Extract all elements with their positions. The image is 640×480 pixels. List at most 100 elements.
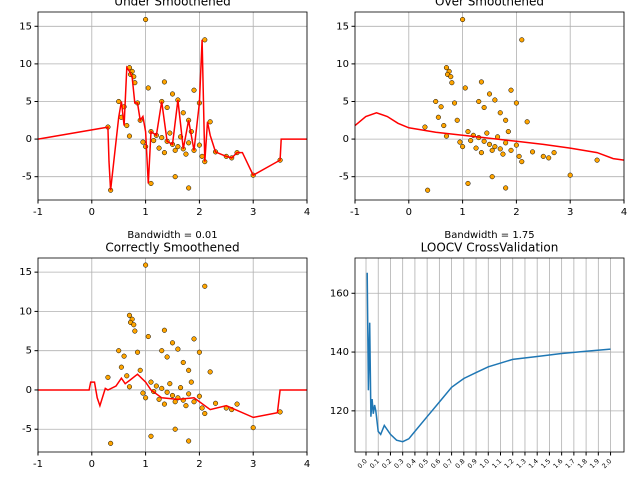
chart-title: Over Smoothened <box>435 0 544 9</box>
x-tick-label: 0.9 <box>466 457 479 470</box>
data-point <box>435 114 441 120</box>
y-tick-label: 5 <box>343 96 349 107</box>
x-tick-label: 1.4 <box>527 457 540 470</box>
data-point <box>172 399 178 405</box>
y-tick-label: 160 <box>330 288 349 299</box>
data-point <box>513 100 519 106</box>
data-point <box>486 91 493 97</box>
data-point <box>151 138 157 144</box>
data-point <box>425 187 431 193</box>
data-point <box>178 385 184 391</box>
data-point <box>175 346 181 352</box>
x-tick-label: 0.6 <box>429 457 442 470</box>
x-tick-label: 1.1 <box>490 457 503 470</box>
data-point <box>443 133 450 139</box>
data-point <box>457 139 463 145</box>
y-tick-label: 5 <box>26 346 32 357</box>
x-tick-label: 0 <box>406 207 412 218</box>
data-point <box>169 392 176 398</box>
data-point <box>508 147 514 153</box>
y-tick-label: 10 <box>19 59 32 70</box>
data-point <box>159 385 165 391</box>
data-point <box>546 155 552 161</box>
data-point <box>438 104 444 110</box>
x-tick-label: 1.0 <box>478 457 491 470</box>
data-point <box>516 153 522 159</box>
data-point <box>478 150 484 156</box>
data-point <box>159 135 165 141</box>
y-tick-label: -5 <box>339 172 349 183</box>
data-point <box>551 150 557 156</box>
data-point <box>460 144 466 150</box>
data-point <box>167 130 173 136</box>
x-tick-label: 0.5 <box>417 457 430 470</box>
data-point <box>124 123 130 129</box>
data-point <box>180 359 186 366</box>
data-point <box>121 353 127 359</box>
data-point <box>108 440 114 446</box>
data-point <box>126 312 133 318</box>
x-tick-label: 2 <box>196 207 202 218</box>
data-point <box>443 65 450 71</box>
data-point <box>524 119 530 125</box>
data-point <box>132 328 138 334</box>
data-point <box>497 146 503 152</box>
x-axis-label: Bandwidth = 0.01 <box>127 230 217 241</box>
data-point <box>186 140 192 146</box>
data-point <box>503 140 509 146</box>
x-tick-label: 1.2 <box>503 457 516 470</box>
data-point <box>481 138 487 144</box>
data-point <box>508 87 514 93</box>
data-point <box>140 139 146 145</box>
x-tick-label: -1 <box>33 207 43 218</box>
x-tick-label: 4 <box>621 207 627 218</box>
smooth-curve <box>38 373 307 419</box>
chart-title: Under Smoothened <box>114 0 230 9</box>
x-tick-label: 1.8 <box>576 457 589 470</box>
data-point <box>172 174 178 180</box>
data-point <box>153 383 159 389</box>
data-point <box>183 151 189 157</box>
data-point <box>478 79 484 85</box>
smooth-curve <box>354 112 625 161</box>
data-point <box>183 403 189 409</box>
data-point <box>465 129 471 135</box>
data-point <box>164 354 170 360</box>
data-point <box>118 364 124 370</box>
x-tick-label: 0 <box>89 459 95 470</box>
data-point <box>126 384 133 390</box>
x-tick-label: 1.9 <box>588 457 601 470</box>
data-point <box>202 37 208 43</box>
data-point <box>468 138 474 144</box>
data-point <box>486 141 493 147</box>
data-point <box>202 410 208 417</box>
data-point <box>156 145 162 151</box>
data-point <box>199 153 205 159</box>
data-point <box>484 130 490 136</box>
y-tick-label: 0 <box>26 134 32 145</box>
data-point <box>460 16 466 23</box>
data-point <box>143 16 149 23</box>
x-tick-label: 0.4 <box>405 457 418 470</box>
data-point <box>489 174 495 180</box>
x-tick-label: 1 <box>459 207 465 218</box>
x-tick-label: 0.7 <box>441 457 454 470</box>
data-point <box>161 327 167 333</box>
data-point <box>188 379 194 385</box>
chart-title: LOOCV CrossValidation <box>421 241 559 255</box>
data-point <box>199 405 205 411</box>
data-point <box>489 147 495 153</box>
y-tick-label: 15 <box>19 21 32 32</box>
data-point <box>196 393 202 399</box>
x-tick-label: 0.1 <box>368 457 381 470</box>
axes-frame <box>354 11 625 201</box>
x-axis-label: Bandwidth = 1.75 <box>444 230 534 241</box>
y-tick-label: 0 <box>26 385 32 396</box>
x-tick-label: 4 <box>304 207 310 218</box>
y-tick-label: 0 <box>343 134 349 145</box>
x-tick-label: 1.5 <box>539 457 552 470</box>
x-tick-label: 0.3 <box>393 457 406 470</box>
data-point <box>161 150 167 156</box>
data-point <box>202 283 208 289</box>
